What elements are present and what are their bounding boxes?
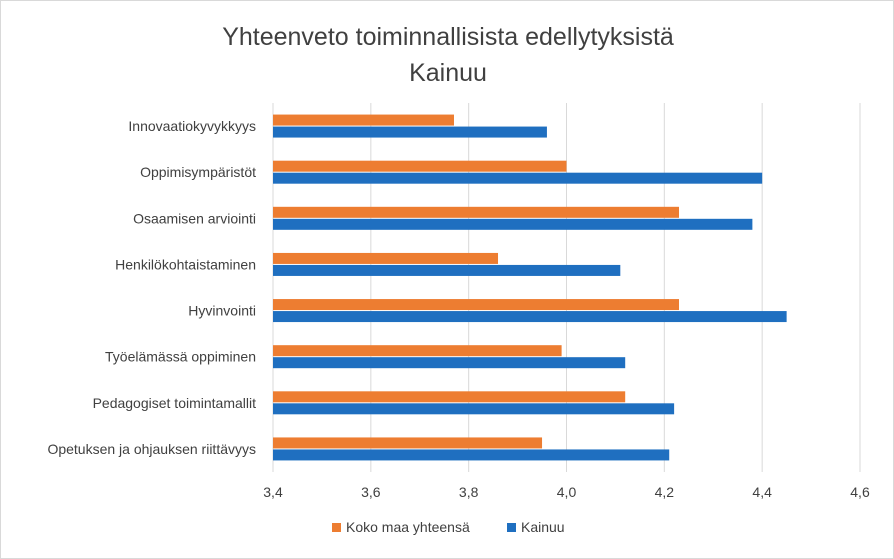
x-tick-label: 4,6 — [850, 484, 870, 500]
category-label: Opetuksen ja ohjauksen riittävyys — [47, 441, 256, 457]
bar-koko-maa — [273, 114, 454, 126]
category-label: Hyvinvointi — [188, 303, 256, 319]
bar-kainuu — [273, 403, 675, 415]
bar-kainuu — [273, 126, 547, 138]
category-label: Henkilökohtaistaminen — [115, 256, 256, 272]
bar-kainuu — [273, 357, 626, 369]
bar-koko-maa — [273, 391, 626, 403]
bar-kainuu — [273, 264, 621, 276]
bar-kainuu — [273, 172, 763, 184]
x-tick-label: 3,8 — [459, 484, 479, 500]
legend-label-0: Koko maa yhteensä — [346, 519, 470, 535]
category-label: Pedagogiset toimintamallit — [93, 395, 257, 411]
bar-koko-maa — [273, 252, 499, 264]
category-label: Osaamisen arviointi — [133, 210, 256, 226]
bar-koko-maa — [273, 160, 567, 172]
category-label: Työelämässä oppiminen — [105, 349, 256, 365]
bar-kainuu — [273, 449, 670, 461]
bar-koko-maa — [273, 437, 543, 449]
chart-subtitle: Kainuu — [409, 59, 487, 87]
x-tick-label: 3,4 — [263, 484, 283, 500]
x-tick-label: 4,0 — [557, 484, 577, 500]
chart-title-block: Yhteenveto toiminnallisista edellytyksis… — [1, 19, 894, 91]
legend-swatch-0 — [332, 523, 341, 532]
bar-koko-maa — [273, 299, 680, 311]
bar-koko-maa — [273, 206, 680, 218]
x-tick-label: 3,6 — [361, 484, 381, 500]
legend-label-1: Kainuu — [521, 519, 565, 535]
bar-koko-maa — [273, 345, 562, 357]
bar-kainuu — [273, 218, 753, 230]
category-label: Oppimisympäristöt — [140, 164, 256, 180]
x-tick-label: 4,2 — [655, 484, 675, 500]
category-label: Innovaatiokyvykkyys — [128, 118, 256, 134]
x-tick-label: 4,4 — [752, 484, 772, 500]
bar-kainuu — [273, 311, 787, 323]
legend-swatch-1 — [507, 523, 516, 532]
chart-title: Yhteenveto toiminnallisista edellytyksis… — [222, 23, 674, 51]
